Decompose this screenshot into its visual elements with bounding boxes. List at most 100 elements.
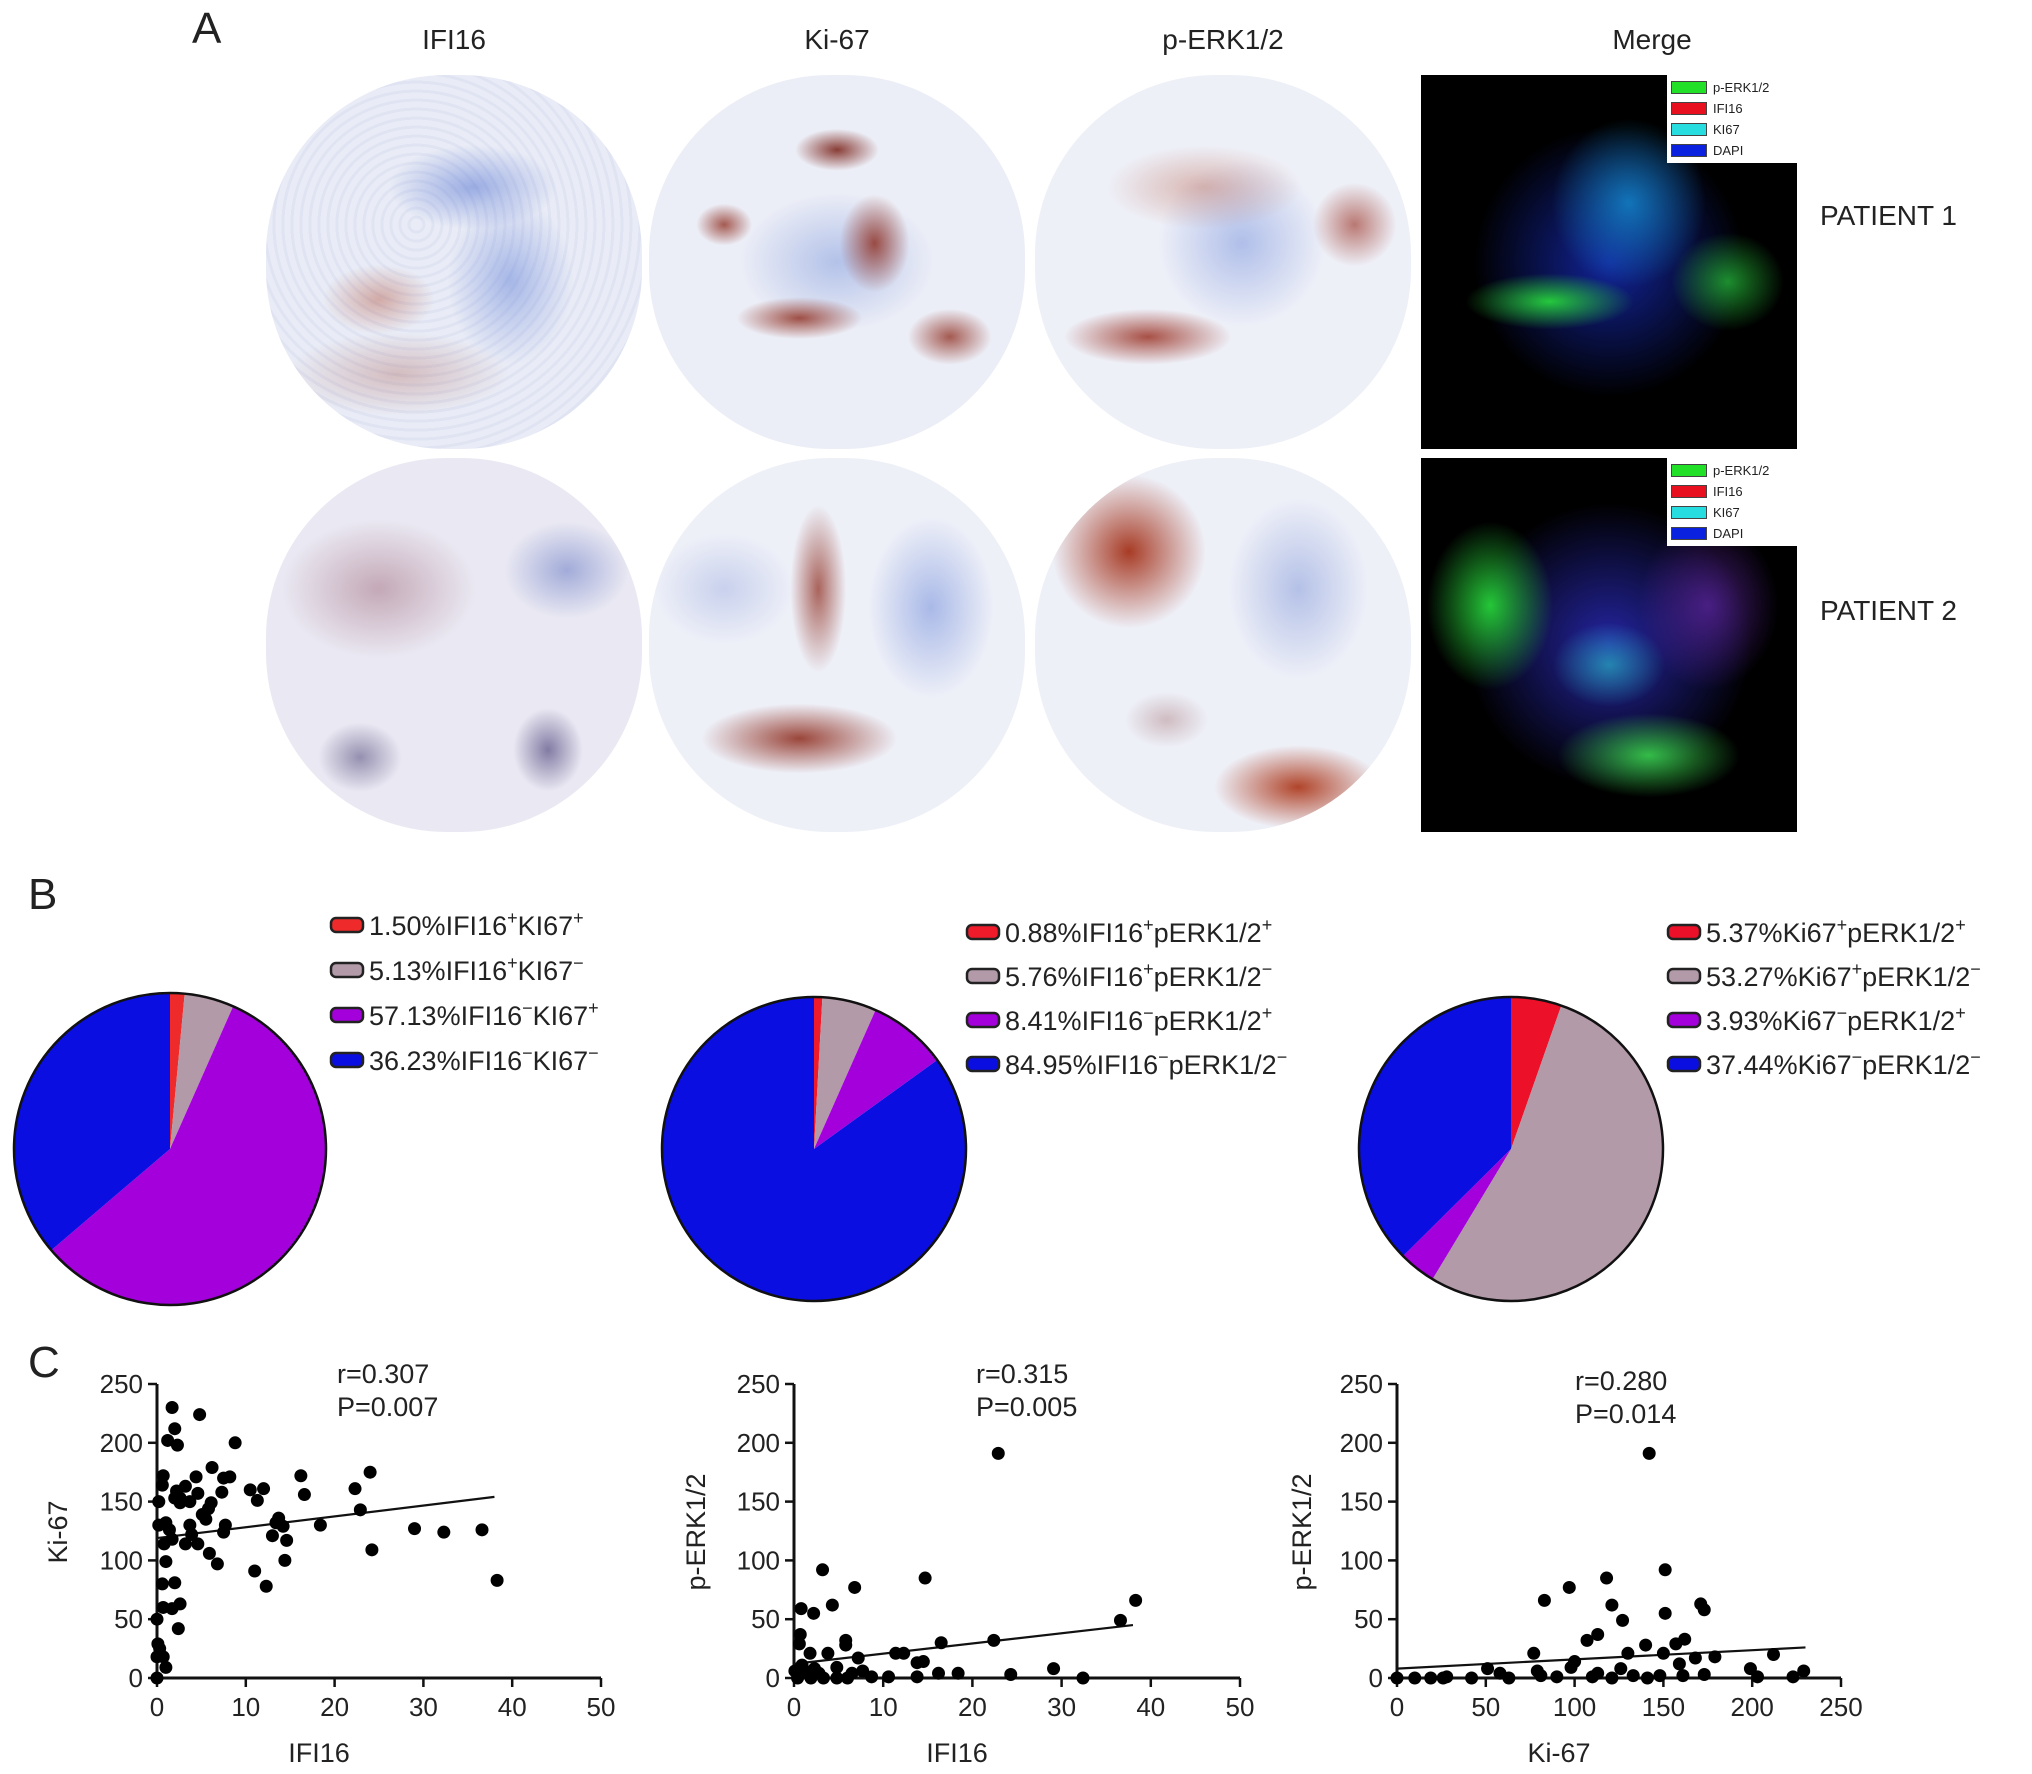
column-title-perk: p-ERK1/2 bbox=[1162, 24, 1284, 55]
legend-sign-a: − bbox=[1837, 1003, 1848, 1023]
data-point bbox=[1676, 1669, 1690, 1683]
data-point bbox=[161, 1433, 175, 1447]
x-tick-label: 30 bbox=[409, 1692, 438, 1722]
x-tick-label: 40 bbox=[498, 1692, 527, 1722]
legend-percent: 8.41% bbox=[1005, 1006, 1082, 1036]
pie-slice bbox=[814, 1010, 938, 1149]
data-point bbox=[851, 1651, 865, 1665]
legend-entry: 36.23%IFI16−KI67− bbox=[369, 1043, 599, 1076]
data-point bbox=[918, 1571, 932, 1585]
data-point bbox=[856, 1664, 870, 1678]
data-point bbox=[170, 1438, 184, 1452]
legend-sign-b: + bbox=[1262, 915, 1273, 935]
legend-marker-b: pERK1/2 bbox=[1847, 918, 1955, 948]
y-tick-label: 200 bbox=[737, 1428, 780, 1458]
swatch bbox=[1671, 506, 1707, 519]
merge-legend-label: p-ERK1/2 bbox=[1713, 463, 1770, 478]
legend-swatch bbox=[1666, 1055, 1702, 1073]
merge-legend-label: IFI16 bbox=[1713, 484, 1743, 499]
data-point bbox=[1424, 1671, 1438, 1685]
data-point bbox=[1600, 1571, 1614, 1585]
data-point bbox=[1076, 1671, 1090, 1685]
data-point bbox=[248, 1564, 262, 1578]
legend-percent: 5.13% bbox=[369, 956, 446, 986]
y-tick-label: 0 bbox=[129, 1663, 143, 1693]
swatch bbox=[1671, 144, 1707, 157]
y-tick-label: 100 bbox=[1340, 1545, 1383, 1575]
legend-marker-a: IFI16 bbox=[1097, 1050, 1159, 1080]
data-point bbox=[1465, 1671, 1479, 1685]
legend-marker-a: IFI16 bbox=[1082, 962, 1144, 992]
legend-sign-a: + bbox=[1852, 959, 1863, 979]
regression-line bbox=[1396, 1646, 1806, 1670]
legend-sign-b: + bbox=[1955, 915, 1966, 935]
pie-slice bbox=[814, 997, 823, 1149]
legend-entry: 5.37%Ki67+pERK1/2+ bbox=[1706, 915, 1966, 948]
data-point bbox=[276, 1519, 290, 1533]
p-value: P=0.007 bbox=[337, 1392, 438, 1422]
data-point bbox=[808, 1662, 822, 1676]
regression-line bbox=[156, 1495, 495, 1540]
y-tick-label: 100 bbox=[100, 1545, 143, 1575]
legend-entry: 5.13%IFI16+KI67− bbox=[369, 953, 584, 986]
data-point bbox=[155, 1478, 169, 1492]
legend-marker-b: pERK1/2 bbox=[1862, 962, 1970, 992]
pie-outline bbox=[660, 995, 968, 1303]
data-point bbox=[202, 1546, 216, 1560]
data-point bbox=[794, 1602, 808, 1616]
legend-entry: 57.13%IFI16−KI67+ bbox=[369, 998, 599, 1031]
y-tick-label: 150 bbox=[1340, 1487, 1383, 1517]
y-tick-label: 250 bbox=[737, 1369, 780, 1399]
x-tick-label: 250 bbox=[1819, 1692, 1862, 1722]
data-point bbox=[1642, 1446, 1656, 1460]
x-axis-label: IFI16 bbox=[926, 1738, 988, 1768]
merge-image-patient2: p-ERK1/2 IFI16 KI67 DAPI bbox=[1421, 458, 1797, 832]
y-tick-label: 100 bbox=[737, 1545, 780, 1575]
data-point bbox=[1614, 1662, 1628, 1676]
data-point bbox=[897, 1646, 911, 1660]
data-point bbox=[156, 1650, 170, 1664]
scatter-plot-3: 0 50 100 150 200 250 0 50 100 150 200 250 Ki-67 p-ERK… bbox=[1287, 1366, 1863, 1768]
data-point bbox=[848, 1580, 862, 1594]
merge-legend-label: KI67 bbox=[1713, 505, 1740, 520]
y-tick-label: 0 bbox=[766, 1663, 780, 1693]
scatter-plot-1: 0 10 20 30 40 50 0 50 100 150 200 250 IFI16 Ki-67 r=0.… bbox=[43, 1359, 615, 1768]
y-axis-label: p-ERK1/2 bbox=[681, 1473, 711, 1590]
data-point bbox=[1751, 1670, 1765, 1684]
data-point bbox=[189, 1470, 203, 1484]
data-point bbox=[1797, 1664, 1811, 1678]
data-point bbox=[353, 1503, 367, 1517]
data-point bbox=[1708, 1650, 1722, 1664]
legend-marker-b: pERK1/2 bbox=[1154, 962, 1262, 992]
merge-legend-item: DAPI bbox=[1671, 523, 1797, 544]
data-point bbox=[1493, 1666, 1507, 1680]
data-point bbox=[152, 1495, 166, 1509]
data-point bbox=[280, 1533, 294, 1547]
correlation-r: r=0.280 bbox=[1575, 1366, 1667, 1396]
legend-marker-a: Ki67 bbox=[1783, 918, 1837, 948]
correlation-r: r=0.315 bbox=[976, 1359, 1068, 1389]
legend-sign-b: − bbox=[1262, 959, 1273, 979]
legend-marker-b: pERK1/2 bbox=[1154, 1006, 1262, 1036]
x-axis-label: IFI16 bbox=[288, 1738, 350, 1768]
legend-swatch bbox=[1666, 967, 1702, 985]
ihc-image-ki67-patient2 bbox=[649, 458, 1025, 832]
legend-sign-a: + bbox=[507, 908, 518, 928]
data-point bbox=[1408, 1671, 1422, 1685]
pie-chart-2: 0.88%IFI16+pERK1/2+5.76%IFI16+pERK1/2−8.… bbox=[660, 915, 1287, 1303]
data-point bbox=[348, 1482, 362, 1496]
legend-marker-a: IFI16 bbox=[446, 956, 508, 986]
data-point bbox=[217, 1525, 231, 1539]
data-point bbox=[171, 1622, 185, 1636]
y-tick-label: 250 bbox=[1340, 1369, 1383, 1399]
merge-legend-item: p-ERK1/2 bbox=[1671, 460, 1797, 481]
data-point bbox=[1113, 1613, 1127, 1627]
panel-label-b: B bbox=[28, 870, 58, 919]
data-point bbox=[1616, 1613, 1630, 1627]
data-point bbox=[987, 1633, 1001, 1647]
data-point bbox=[215, 1485, 229, 1499]
swatch bbox=[1671, 123, 1707, 136]
pie-legend: 0.88%IFI16+pERK1/2+5.76%IFI16+pERK1/2−8.… bbox=[965, 915, 1287, 1080]
legend-swatch bbox=[1666, 923, 1702, 941]
